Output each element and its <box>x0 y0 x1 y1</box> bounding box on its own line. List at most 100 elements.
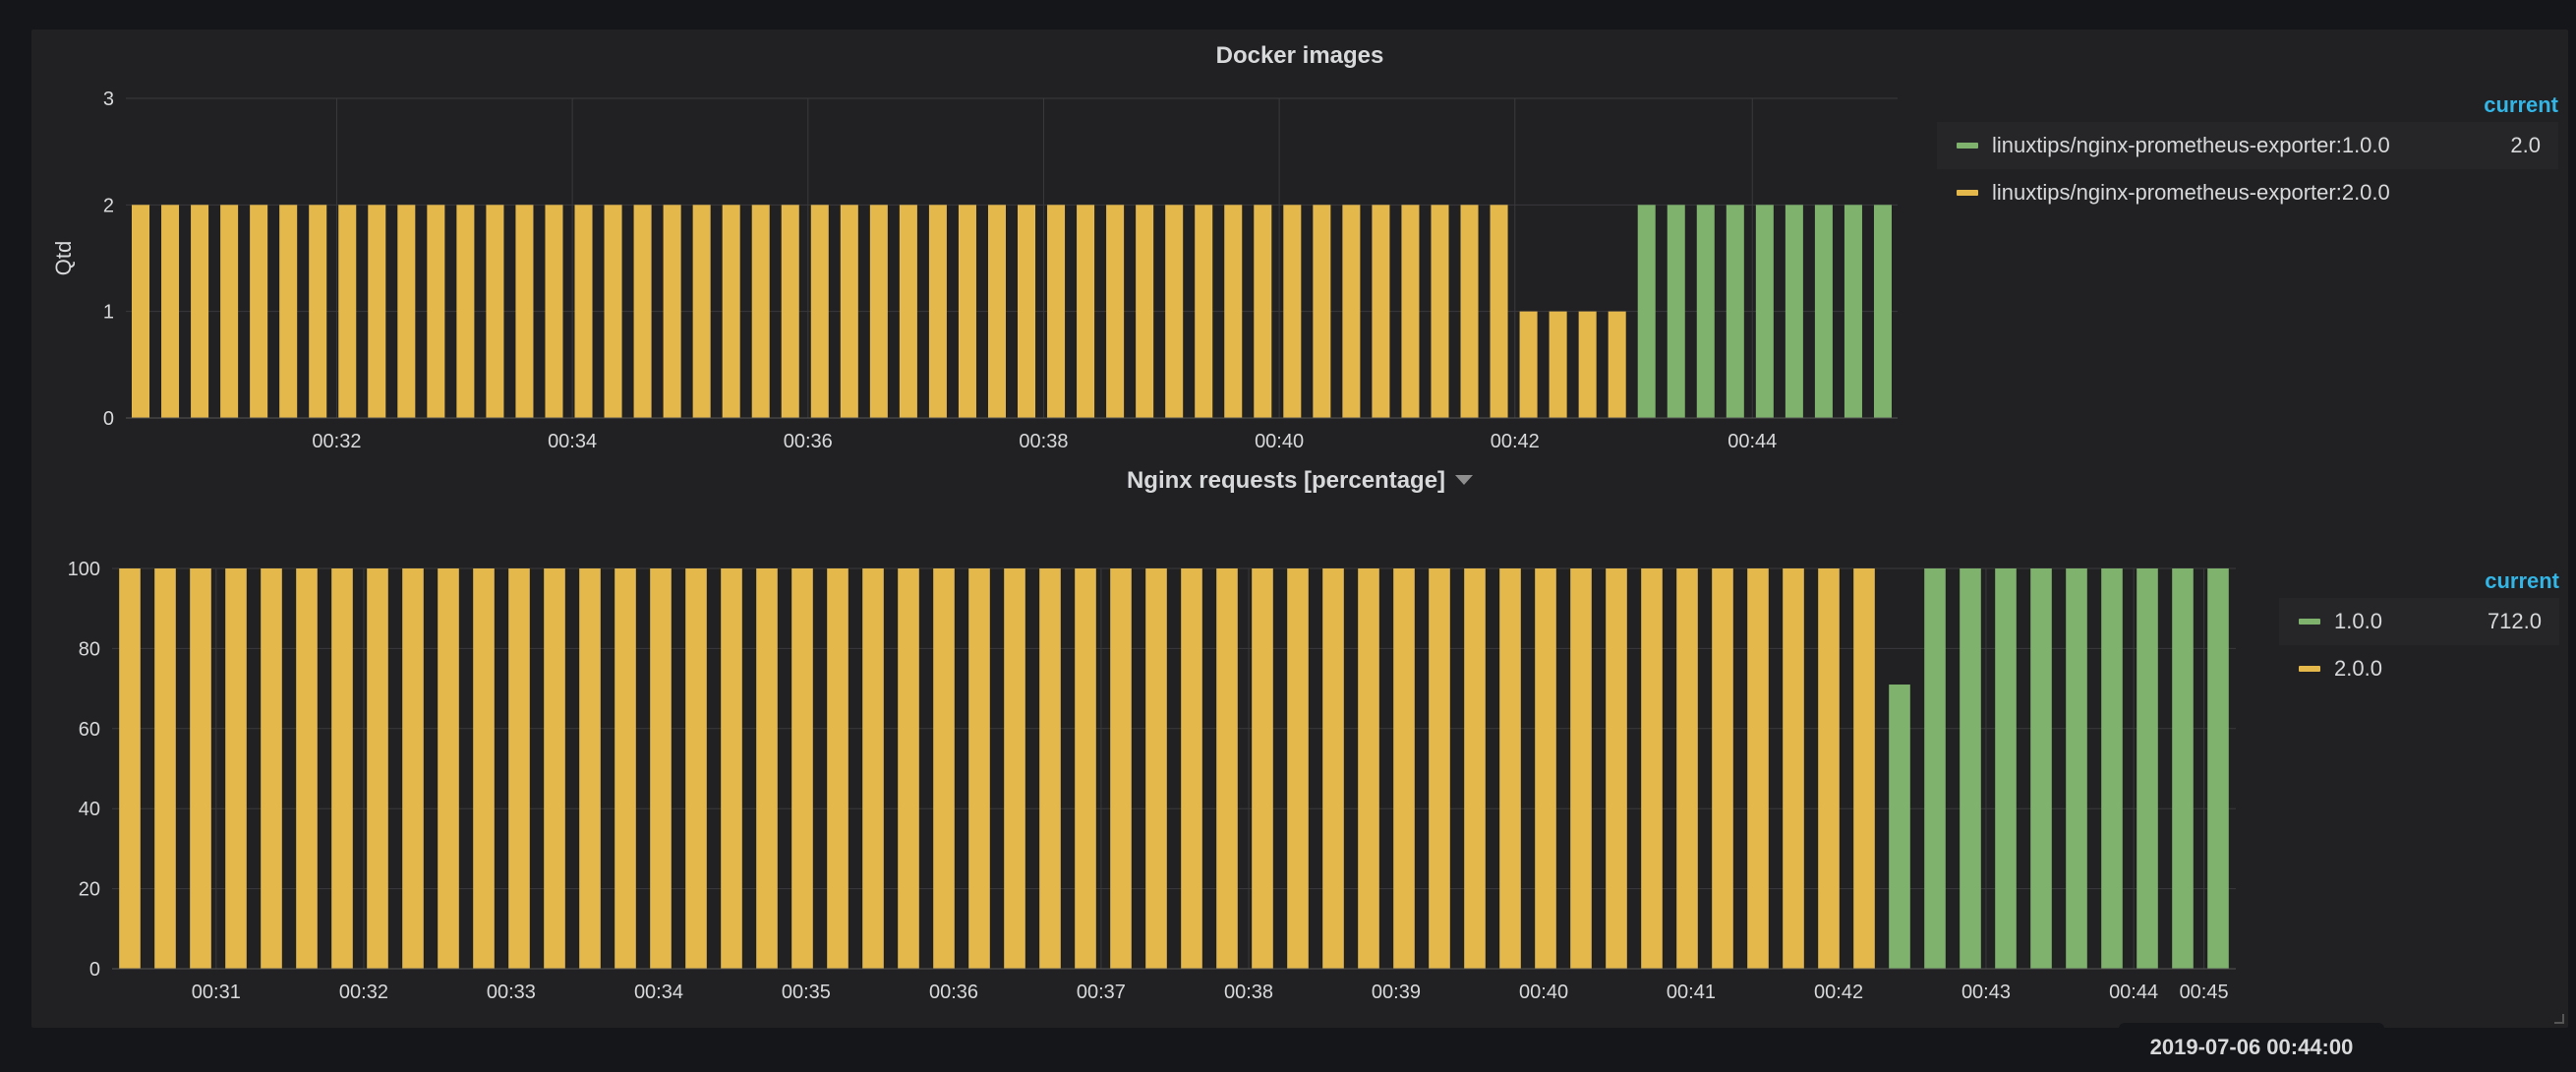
panel-title-wrap[interactable]: Nginx requests [percentage] <box>31 466 2568 496</box>
bar <box>1676 568 1698 969</box>
bar <box>1924 568 1946 969</box>
bar <box>1358 568 1379 969</box>
x-tick-label: 00:34 <box>634 982 683 1003</box>
x-tick-label: 00:39 <box>1372 982 1421 1003</box>
bar <box>1322 568 1344 969</box>
y-tick-label: 20 <box>79 879 100 901</box>
bar <box>367 568 388 969</box>
bar <box>721 568 742 969</box>
bar <box>397 205 416 418</box>
bar <box>1254 205 1272 418</box>
bar <box>574 205 593 418</box>
x-tick-label: 00:41 <box>1667 982 1716 1003</box>
nginx-requests-chart[interactable]: 0 20 40 60 80 100 00:31 00:32 00:33 00:34 00:35 00:… <box>31 454 2283 1028</box>
bar <box>119 568 141 969</box>
bar <box>2172 568 2194 969</box>
panel-resize-handle[interactable] <box>2554 1014 2564 1024</box>
bar <box>1165 205 1184 418</box>
x-tick-label: 00:35 <box>782 982 831 1003</box>
bar <box>225 568 247 969</box>
x-tick-label: 00:40 <box>1519 982 1568 1003</box>
y-tick-label: 40 <box>79 799 100 820</box>
bar <box>1429 568 1450 969</box>
bar <box>1460 205 1479 418</box>
bar <box>544 568 565 969</box>
chevron-down-icon[interactable] <box>1455 475 1474 485</box>
x-tick-label: 00:38 <box>1224 982 1273 1003</box>
bar <box>810 205 829 418</box>
bar <box>515 205 534 418</box>
legend-series-name[interactable]: 2.0.0 <box>2334 656 2382 681</box>
x-tick-label: 00:42 <box>1491 431 1540 452</box>
bar <box>2101 568 2123 969</box>
bar <box>1818 568 1840 969</box>
legend-current-header[interactable]: current <box>2484 92 2558 117</box>
bar <box>862 568 884 969</box>
bar <box>1195 205 1213 418</box>
bar <box>1464 568 1486 969</box>
bar <box>722 205 740 418</box>
panel-title[interactable]: Docker images <box>1215 42 1384 69</box>
bar <box>1519 311 1538 418</box>
bar <box>663 205 681 418</box>
bar <box>1606 568 1627 969</box>
bar <box>958 205 976 418</box>
legend-swatch[interactable] <box>2299 619 2320 625</box>
legend-current-header[interactable]: current <box>2485 568 2559 593</box>
legend-current-value: 712.0 <box>2487 609 2542 633</box>
bar <box>898 568 919 969</box>
bar <box>1393 568 1415 969</box>
bar <box>2066 568 2087 969</box>
legend-item[interactable]: 2.0.0 <box>2279 645 2559 692</box>
legend-swatch[interactable] <box>2299 666 2320 672</box>
legend-current-value: 2.0 <box>2510 133 2541 157</box>
bar <box>220 205 239 418</box>
bar <box>1075 568 1096 969</box>
legend-series-name[interactable]: linuxtips/nginx-prometheus-exporter:2.0.… <box>1992 180 2390 205</box>
bar <box>486 205 504 418</box>
legend-series-name[interactable]: 1.0.0 <box>2334 609 2382 633</box>
bar <box>650 568 672 969</box>
legend-item[interactable]: linuxtips/nginx-prometheus-exporter:2.0.… <box>1937 169 2558 216</box>
y-axis-label: Qtd <box>51 241 76 275</box>
x-tick-label: 00:32 <box>339 982 388 1003</box>
legend: current 1.0.0 712.0 2.0.0 <box>2279 565 2559 692</box>
y-tick-label: 3 <box>103 89 114 110</box>
bar <box>1252 568 1273 969</box>
x-tick-label: 00:37 <box>1077 982 1126 1003</box>
bar <box>756 568 778 969</box>
y-tick-label: 2 <box>103 195 114 216</box>
panel-title[interactable]: Nginx requests [percentage] <box>1126 467 1446 494</box>
bar <box>1570 568 1592 969</box>
bar <box>1499 568 1521 969</box>
bar <box>1535 568 1556 969</box>
bar <box>1726 205 1744 418</box>
bar <box>1549 311 1567 418</box>
bar <box>1136 205 1154 418</box>
bar <box>1608 311 1626 418</box>
docker-images-chart[interactable]: 0 1 2 3 00:32 00:34 00:36 00:38 00:40 00:42 00:44 Q… <box>31 30 1939 477</box>
x-tick-label: 00:45 <box>2180 982 2229 1003</box>
legend-series-name[interactable]: linuxtips/nginx-prometheus-exporter:1.0.… <box>1992 133 2390 157</box>
bar <box>1342 205 1361 418</box>
y-tick-label: 100 <box>68 559 100 580</box>
legend-item[interactable]: 1.0.0 712.0 <box>2279 598 2559 645</box>
x-tick-label: 00:34 <box>548 431 597 452</box>
bar <box>1431 205 1449 418</box>
bar <box>1696 205 1715 418</box>
bar <box>368 205 386 418</box>
bar <box>1106 205 1125 418</box>
bar <box>2030 568 2052 969</box>
bar <box>751 205 770 418</box>
x-tick-label: 00:31 <box>192 982 241 1003</box>
bar <box>456 205 475 418</box>
bar <box>1401 205 1420 418</box>
bar <box>1077 205 1095 418</box>
legend-swatch[interactable] <box>1957 190 1978 196</box>
x-tick-label: 00:36 <box>929 982 978 1003</box>
legend-item[interactable]: linuxtips/nginx-prometheus-exporter:1.0.… <box>1937 122 2558 169</box>
x-tick-label: 00:44 <box>1727 431 1777 452</box>
bar <box>1039 568 1061 969</box>
legend-swatch[interactable] <box>1957 143 1978 149</box>
x-tick-label: 00:44 <box>2109 982 2158 1003</box>
